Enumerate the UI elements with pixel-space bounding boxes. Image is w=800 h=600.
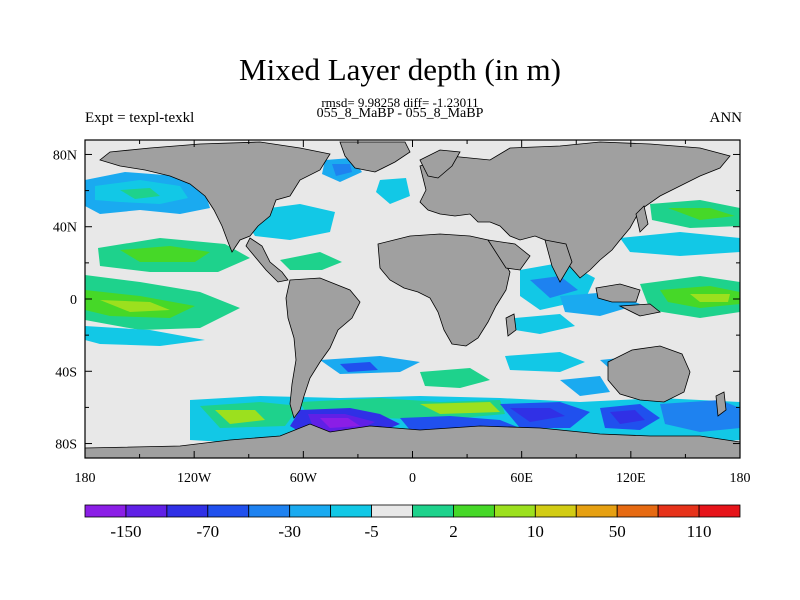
colorbar-swatch	[371, 504, 413, 518]
colorbar-swatch	[698, 504, 741, 518]
map-title: Mixed Layer depth (in m)	[239, 52, 561, 87]
landmass-japan	[635, 205, 649, 233]
landmass-scandinavia	[419, 149, 461, 179]
colorbar-labels: -150 -70 -30 -5 2 10 50 110	[110, 522, 711, 541]
lat-label: 40N	[53, 221, 77, 236]
season-label: ANN	[709, 110, 743, 126]
stats-line: rmsd= 9.98258 diff= -1.23011	[321, 95, 479, 110]
lat-axis-labels: 80N 40N 0 40S 80S	[53, 148, 77, 452]
landmass-arabia	[487, 239, 531, 271]
colorbar-swatch	[330, 504, 372, 518]
landmass-new-zealand	[715, 391, 727, 417]
landmass-antarctica	[85, 423, 740, 458]
landmass-eurasia	[419, 141, 731, 279]
landmass-australia	[607, 345, 691, 403]
lon-label: 0	[409, 471, 416, 486]
landmass-north-america	[99, 141, 331, 253]
lat-label: 40S	[55, 365, 77, 380]
colorbar-swatch	[616, 504, 659, 518]
lon-label: 60W	[290, 471, 318, 486]
colorbar-swatch	[657, 504, 700, 518]
landmass-greenland	[339, 141, 411, 173]
colorbar-swatch	[84, 504, 127, 518]
colorbar-label: 2	[449, 522, 458, 541]
colorbar-swatch	[207, 504, 250, 518]
colorbar-label: 110	[687, 522, 712, 541]
landmass-south-america	[285, 277, 361, 419]
colorbar-label: -30	[278, 522, 301, 541]
colorbar-swatch	[125, 504, 168, 518]
lon-label: 180	[730, 471, 751, 486]
colorbar-label: -70	[196, 522, 219, 541]
colorbar-swatch	[575, 504, 618, 518]
lon-label: 120E	[616, 471, 646, 486]
landmass-africa	[377, 233, 511, 347]
landmass-madagascar	[505, 313, 517, 337]
colorbar-swatch	[289, 504, 332, 518]
lon-label: 120W	[177, 471, 212, 486]
landmass-central-america	[245, 237, 289, 283]
map-area	[85, 140, 740, 458]
colorbar-swatch	[493, 504, 536, 518]
landmass-maritime-continent	[595, 283, 641, 303]
colorbar-swatch	[534, 504, 577, 518]
colorbar-label: -5	[364, 522, 378, 541]
colorbar-swatch	[248, 504, 291, 518]
colorbar-label: 10	[527, 522, 544, 541]
lat-label: 80N	[53, 148, 77, 163]
colorbar	[84, 504, 741, 518]
colorbar-swatch	[412, 504, 454, 518]
land-mask	[85, 141, 740, 458]
colorbar-swatch	[166, 504, 209, 518]
expt-label: Expt = texpl-texkl	[85, 110, 195, 126]
lat-label: 80S	[55, 438, 77, 453]
colorbar-label: -150	[110, 522, 141, 541]
lon-axis-labels: 180 120W 60W 0 60E 120E 180	[75, 471, 751, 486]
lon-label: 60E	[510, 471, 533, 486]
landmass-india	[544, 239, 573, 283]
lon-label: 180	[75, 471, 96, 486]
lat-label: 0	[70, 293, 77, 308]
cases-line: 055_8_MaBP - 055_8_MaBP	[316, 106, 484, 121]
colorbar-label: 50	[609, 522, 626, 541]
axis-ticks	[84, 140, 741, 458]
colorbar-swatch	[453, 504, 495, 518]
